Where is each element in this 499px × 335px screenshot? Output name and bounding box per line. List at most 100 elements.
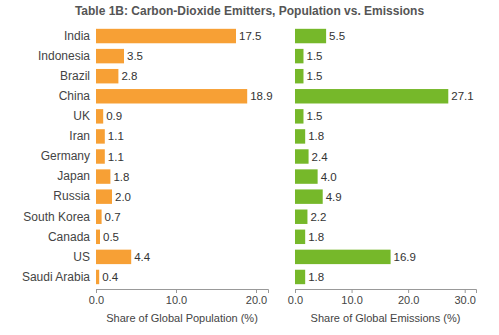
category-label: UK — [73, 109, 90, 123]
data-labels: 5.51.51.527.11.51.82.44.04.92.21.816.91.… — [306, 30, 473, 283]
tick-mark — [295, 289, 296, 293]
category-label: Russia — [53, 189, 90, 203]
axis-title: Share of Global Population (%) — [106, 312, 258, 324]
tick-label: 10.0 — [341, 294, 362, 306]
bar — [295, 250, 391, 264]
data-label: 4.9 — [326, 191, 342, 203]
data-label: 1.5 — [306, 70, 322, 82]
category-label: Iran — [69, 129, 90, 143]
data-label: 2.4 — [312, 151, 329, 163]
bar — [96, 149, 105, 163]
tick: 10.0 — [166, 289, 187, 306]
data-label: 2.2 — [310, 211, 326, 223]
tick: 30.0 — [454, 289, 475, 306]
data-label: 1.1 — [108, 130, 124, 142]
data-label: 2.8 — [121, 70, 137, 82]
category-label: Japan — [57, 169, 90, 183]
bar — [295, 89, 448, 103]
bar — [96, 89, 247, 103]
category-tick: South Korea — [23, 210, 90, 224]
bar — [295, 149, 309, 163]
bar — [96, 29, 236, 43]
category-tick: China — [59, 89, 91, 103]
bar — [96, 210, 102, 224]
category-tick: Japan — [57, 169, 90, 183]
axis-title: Share of Global Emissions (%) — [311, 312, 461, 324]
data-labels: 17.5 3.5 2.8 18.9 0.9 1.1 1.1 1.8 2.0 0.7 0.5 4.4 0.… — [102, 30, 272, 283]
data-label: 0.4 — [102, 271, 119, 283]
bar — [96, 49, 124, 63]
tick-mark — [465, 289, 466, 293]
bar — [96, 69, 118, 83]
bar — [295, 109, 303, 123]
data-label: 1.5 — [306, 110, 322, 122]
data-label: 3.5 — [127, 50, 143, 62]
bar — [295, 230, 305, 244]
data-label: 4.4 — [134, 251, 151, 263]
bar — [295, 189, 323, 203]
chart-root: Table 1B: Carbon-Dioxide Emitters, Popul… — [0, 0, 499, 335]
tick-mark — [256, 289, 257, 293]
bar — [96, 250, 131, 264]
tick-mark — [176, 289, 177, 293]
data-label: 0.7 — [105, 211, 121, 223]
tick-label: 30.0 — [454, 294, 475, 306]
tick-label: 10.0 — [166, 294, 187, 306]
data-label: 1.8 — [113, 171, 129, 183]
data-label: 1.1 — [108, 151, 124, 163]
bar — [295, 270, 305, 284]
panel: 5.51.51.527.11.51.82.44.04.92.21.816.91.… — [288, 29, 477, 324]
bar — [96, 169, 110, 183]
tick: 20.0 — [246, 289, 267, 306]
category-tick: Saudi Arabia — [22, 270, 90, 284]
category-tick: Germany — [41, 149, 90, 163]
bar — [295, 169, 318, 183]
category-tick: India — [64, 29, 90, 43]
axis-line — [97, 290, 269, 294]
category-label: China — [59, 89, 91, 103]
tick: 10.0 — [341, 289, 362, 306]
x-axis: 0.0 10.0 20.0 — [89, 289, 269, 306]
data-label: 1.8 — [308, 271, 324, 283]
bar — [295, 29, 326, 43]
data-label: 16.9 — [394, 251, 416, 263]
tick-label: 0.0 — [89, 294, 104, 306]
category-label: Canada — [48, 230, 90, 244]
data-label: 4.0 — [321, 171, 337, 183]
category-tick: UK — [73, 109, 90, 123]
category-label: Indonesia — [38, 49, 90, 63]
data-label: 2.0 — [115, 191, 131, 203]
data-label: 18.9 — [250, 90, 272, 102]
panel: 17.5 3.5 2.8 18.9 0.9 1.1 1.1 1.8 2.0 0.7 0.5 4.4 0.… — [22, 29, 273, 324]
data-label: 0.5 — [103, 231, 119, 243]
category-tick: Russia — [53, 189, 90, 203]
bars — [96, 29, 247, 284]
x-axis: 0.0 10.0 20.0 30.0 — [288, 289, 477, 306]
category-label: Brazil — [60, 69, 90, 83]
tick: 0.0 — [89, 289, 104, 306]
category-label: US — [73, 250, 90, 264]
category-label: India — [64, 29, 90, 43]
bar — [96, 109, 103, 123]
tick: 0.0 — [288, 289, 303, 306]
data-label: 0.9 — [106, 110, 122, 122]
category-tick: Brazil — [60, 69, 90, 83]
bar — [295, 69, 303, 83]
data-label: 27.1 — [451, 90, 473, 102]
tick-mark — [96, 289, 97, 293]
y-axis: India Indonesia Brazil China UK Iran Germany Ja… — [22, 29, 90, 284]
data-label: 1.8 — [308, 130, 324, 142]
bar — [295, 210, 307, 224]
bar — [295, 129, 305, 143]
tick: 20.0 — [398, 289, 419, 306]
tick-label: 0.0 — [288, 294, 303, 306]
category-tick: Indonesia — [38, 49, 90, 63]
axis-line — [296, 290, 477, 294]
bar — [295, 49, 303, 63]
bar — [96, 189, 112, 203]
data-label: 1.5 — [306, 50, 322, 62]
data-label: 17.5 — [239, 30, 261, 42]
chart-title: Table 1B: Carbon-Dioxide Emitters, Popul… — [75, 4, 425, 18]
data-label: 1.8 — [308, 231, 324, 243]
tick-label: 20.0 — [246, 294, 267, 306]
